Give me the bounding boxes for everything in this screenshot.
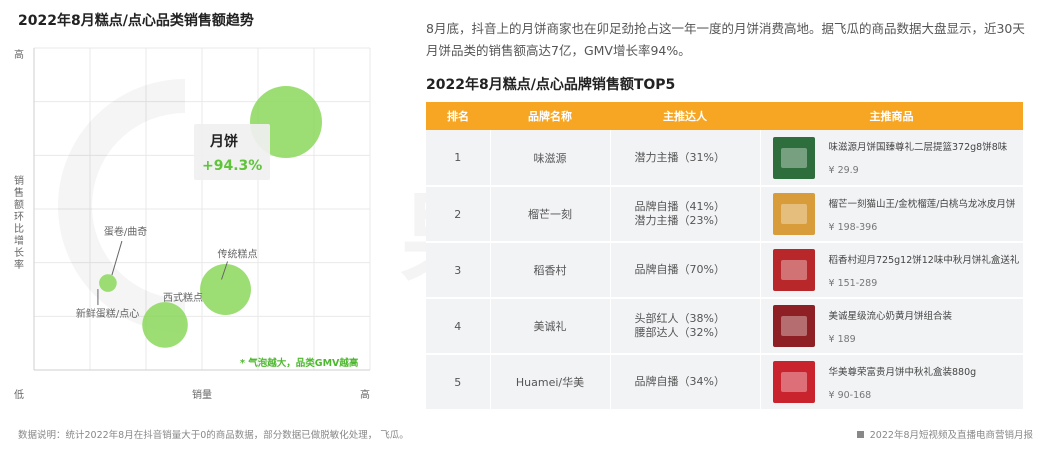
product-name: 华美尊荣富贵月饼中秋礼盒装880g xyxy=(828,366,977,378)
brand-cell: Huamei/华美 xyxy=(489,354,610,411)
y-axis-label-char: 长 xyxy=(14,247,24,259)
x-low-label: 低 xyxy=(14,388,24,401)
brand-cell: 美诚礼 xyxy=(489,298,610,355)
gift-box-icon xyxy=(780,260,807,280)
y-high-label: 高 xyxy=(14,48,24,61)
header-star: 主推达人 xyxy=(610,102,760,130)
product-cell: 稻香村迎月725g12饼12味中秋月饼礼盒送礼 ¥ 151-289 xyxy=(759,242,1023,299)
label-leader-line xyxy=(221,261,228,280)
x-high-label: 高 xyxy=(360,388,370,401)
bubble-chart: 高销售额环比增长率销售额环比增长率低销量高月饼+94.3%传统糕点西式糕点蛋卷/… xyxy=(14,47,371,401)
gift-box-icon xyxy=(780,316,807,336)
highlight-name: 月饼 xyxy=(209,133,238,150)
product-price: ¥ 189 xyxy=(828,333,856,345)
product-thumbnail[interactable] xyxy=(772,305,815,347)
rank-cell: 2 xyxy=(426,186,490,243)
table-row: 2 榴芒一刻 品牌自播（41%） 潜力主播（23%） 榴芒一刻猫山王/金枕榴莲/白桃乌龙… xyxy=(426,186,1023,243)
star-line: 腰部达人（32%） xyxy=(634,326,725,339)
table-row: 3 稻香村 品牌自播（70%） 稻香村迎月725g12饼12味中秋月饼礼盒送礼 ¥ 15… xyxy=(426,242,1023,299)
footer-source-text: 2022年8月短视频及直播电商营销月报 xyxy=(869,430,1033,441)
product-cell: 榴芒一刻猫山王/金枕榴莲/白桃乌龙冰皮月饼 ¥ 198-396 xyxy=(759,186,1023,243)
star-line: 头部红人（38%） xyxy=(634,312,725,325)
logo-watermark-shape xyxy=(58,79,186,333)
star-cell: 潜力主播（31%） xyxy=(609,130,760,187)
y-axis-label-char: 率 xyxy=(14,258,24,271)
table-header-row: 排名 品牌名称 主推达人 主推商品 xyxy=(426,102,1023,130)
star-cell: 品牌自播（70%） xyxy=(609,242,760,299)
product-thumbnail[interactable] xyxy=(772,249,815,291)
star-line: 品牌自播（41%） xyxy=(634,200,725,213)
bubble xyxy=(142,302,188,348)
product-cell: 华美尊荣富贵月饼中秋礼盒装880g ¥ 90-168 xyxy=(759,354,1023,411)
star-cell: 品牌自播（41%） 潜力主播（23%） xyxy=(609,186,760,243)
x-axis-label: 销量 xyxy=(192,388,212,401)
rank-cell: 4 xyxy=(426,298,490,355)
product-thumbnail[interactable] xyxy=(772,361,815,403)
y-axis-label-char: 增 xyxy=(14,234,24,247)
product-name: 美诚星级流心奶黄月饼组合装 xyxy=(828,310,953,322)
y-axis-label-char: 销 xyxy=(14,174,24,187)
product-price: ¥ 151-289 xyxy=(828,277,878,289)
square-icon xyxy=(856,431,864,438)
product-cell: 味滋源月饼国臻尊礼二层提篮372g8饼8味 ¥ 29.9 xyxy=(759,130,1023,187)
label-leader-line xyxy=(111,240,123,276)
brand-table: 排名 品牌名称 主推达人 主推商品 1 味滋源 潜力主播（31%） 味滋源月饼国臻尊礼… xyxy=(426,102,1023,411)
highlight-value: +94.3% xyxy=(202,158,262,174)
description-text: 8月底，抖音上的月饼商家也在卯足劲抢占这一年一度的月饼消费高地。据飞瓜的商品数据… xyxy=(426,21,1025,58)
y-axis-label-char: 售 xyxy=(14,186,24,199)
brand-cell: 榴芒一刻 xyxy=(489,186,610,243)
header-brand: 品牌名称 xyxy=(490,102,610,130)
y-axis-label-char: 环 xyxy=(14,212,24,223)
header-rank: 排名 xyxy=(426,102,490,130)
star-line: 潜力主播（23%） xyxy=(634,214,725,227)
product-cell: 美诚星级流心奶黄月饼组合装 ¥ 189 xyxy=(759,298,1023,355)
footer-note: 数据说明：统计2022年8月在抖音销量大于0的商品数据，部分数据已做脱敏化处理，… xyxy=(18,430,409,441)
y-axis-label-char: 比 xyxy=(14,223,24,235)
chart-title: 2022年8月糕点/点心品类销售额趋势 xyxy=(18,13,254,29)
product-name: 稻香村迎月725g12饼12味中秋月饼礼盒送礼 xyxy=(828,254,1020,266)
gift-box-icon xyxy=(780,372,807,392)
bubble-label: 传统糕点 xyxy=(218,248,258,261)
footer-source: 2022年8月短视频及直播电商营销月报 xyxy=(856,427,1033,441)
star-cell: 品牌自播（34%） xyxy=(609,354,760,411)
table-row: 4 美诚礼 头部红人（38%） 腰部达人（32%） 美诚星级流心奶黄月饼组合装 ¥ 189 xyxy=(426,298,1023,355)
product-price: ¥ 29.9 xyxy=(828,165,859,176)
bubble xyxy=(200,264,251,315)
header-product: 主推商品 xyxy=(760,102,1023,130)
chart-note: * 气泡越大，品类GMV越高 xyxy=(240,357,359,369)
bubble xyxy=(99,274,117,292)
bubble-label: 新鲜蛋糕/点心 xyxy=(76,307,139,320)
brand-cell: 味滋源 xyxy=(489,130,610,187)
gift-box-icon xyxy=(780,204,807,224)
y-axis-label-char: 额 xyxy=(14,198,24,211)
gift-box-icon xyxy=(780,147,807,168)
star-line: 品牌自播（34%） xyxy=(634,375,725,388)
product-thumbnail[interactable] xyxy=(772,136,815,179)
bubble-label: 蛋卷/曲奇 xyxy=(104,225,147,238)
rank-cell: 3 xyxy=(426,242,490,299)
brand-cell: 稻香村 xyxy=(489,242,610,299)
rank-cell: 5 xyxy=(426,354,490,411)
highlight-box xyxy=(194,124,270,181)
star-line: 品牌自播（70%） xyxy=(634,263,725,276)
product-price: ¥ 90-168 xyxy=(828,389,872,401)
table-title: 2022年8月糕点/点心品牌销售额TOP5 xyxy=(426,77,676,93)
star-line: 潜力主播（31%） xyxy=(634,150,725,164)
table-row: 1 味滋源 潜力主播（31%） 味滋源月饼国臻尊礼二层提篮372g8饼8味 ¥ 29.9 xyxy=(426,130,1023,187)
product-name: 榴芒一刻猫山王/金枕榴莲/白桃乌龙冰皮月饼 xyxy=(828,198,1016,210)
star-cell: 头部红人（38%） 腰部达人（32%） xyxy=(609,298,760,355)
product-thumbnail[interactable] xyxy=(772,193,815,235)
product-name: 味滋源月饼国臻尊礼二层提篮372g8饼8味 xyxy=(828,142,1008,153)
bubble-label: 西式糕点 xyxy=(163,291,203,304)
rank-cell: 1 xyxy=(426,130,490,187)
product-price: ¥ 198-396 xyxy=(828,221,878,233)
table-row: 5 Huamei/华美 品牌自播（34%） 华美尊荣富贵月饼中秋礼盒装880g ¥ 90… xyxy=(426,354,1023,411)
